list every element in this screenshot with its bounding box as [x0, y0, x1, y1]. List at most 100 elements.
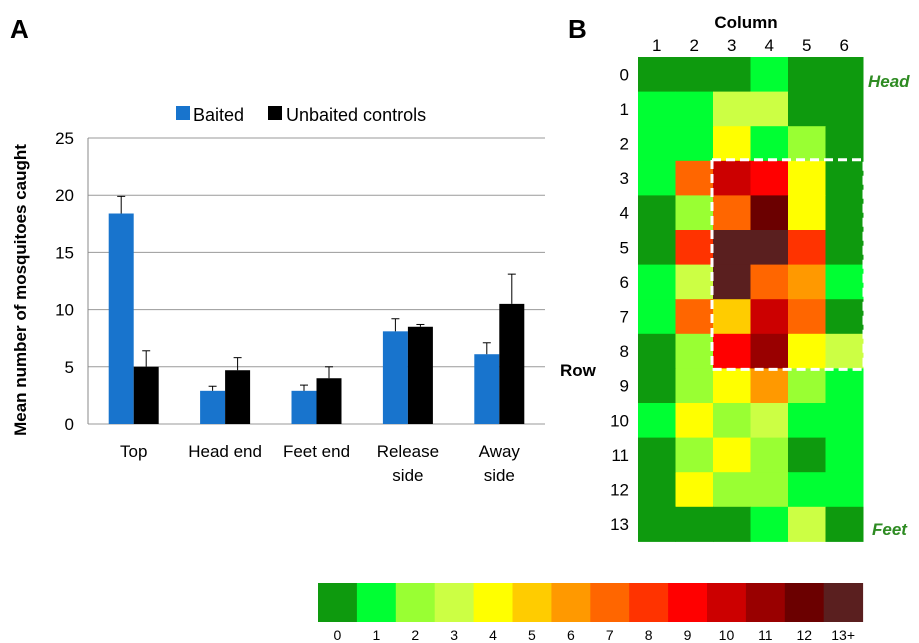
scale-swatch — [745, 583, 786, 622]
heatmap-cell — [675, 506, 714, 542]
heatmap-cell — [675, 403, 714, 439]
heatmap-cell — [675, 264, 714, 300]
scale-swatch — [629, 583, 669, 622]
heatmap-cell — [788, 160, 826, 196]
scale-label: 3 — [450, 627, 458, 643]
gridlines — [88, 137, 545, 425]
legend-swatch-unbaited — [268, 106, 282, 120]
heatmap-cell — [713, 230, 751, 266]
heatmap-cell — [638, 126, 676, 162]
scale-swatch — [707, 583, 747, 622]
row-label: 6 — [620, 273, 629, 292]
heatmap-cell — [713, 195, 751, 231]
heatmap-cell — [713, 472, 751, 508]
heatmap-cell — [675, 91, 714, 127]
scale-label: 0 — [334, 627, 342, 643]
bar-baited — [474, 354, 500, 424]
heatmap-cell — [750, 160, 789, 196]
scale-swatch — [318, 583, 358, 622]
heatmap-cell — [750, 299, 789, 335]
category-label: Top — [120, 442, 147, 461]
heatmap-cell — [638, 368, 676, 404]
heatmap-cell — [750, 506, 789, 542]
bar-unbaited — [316, 378, 342, 424]
scale-label: 10 — [719, 627, 735, 643]
y-tick-label: 0 — [65, 415, 74, 434]
heatmap-cell — [825, 91, 864, 127]
scale-label: 2 — [411, 627, 419, 643]
heatmap-cell — [825, 230, 864, 266]
heatmap-cell — [825, 57, 864, 93]
scale-swatch — [473, 583, 513, 622]
legend: Baited Unbaited controls — [176, 105, 426, 125]
heatmap-cell — [825, 160, 864, 196]
heatmap-cell — [750, 368, 789, 404]
row-label: 11 — [611, 446, 629, 465]
category-labels: Top Head end Feet end Release side Away side — [120, 442, 520, 485]
scale-label: 11 — [758, 627, 773, 643]
heatmap-cell — [825, 506, 864, 542]
scale-swatch — [668, 583, 708, 622]
heatmap-cell — [713, 437, 751, 473]
category-label: Away — [479, 442, 521, 461]
feet-label: Feet — [872, 520, 908, 539]
column-axis-title: Column — [714, 13, 777, 32]
scale-swatch — [356, 583, 397, 622]
panel-a-letter: A — [10, 14, 29, 44]
scale-label: 7 — [606, 627, 614, 643]
heatmap-cell — [675, 333, 714, 369]
heatmap-cell — [788, 299, 826, 335]
heatmap-cell — [750, 472, 789, 508]
heatmap-cell — [638, 506, 676, 542]
heatmap-cell — [825, 264, 864, 300]
heatmap-cell — [638, 437, 676, 473]
heatmap-cell — [788, 403, 826, 439]
heatmap-cell — [750, 437, 789, 473]
bar-unbaited — [133, 366, 159, 424]
y-tick-label: 20 — [55, 186, 74, 205]
heatmap-cell — [713, 368, 751, 404]
category-label: Feet end — [283, 442, 350, 461]
heatmap-cell — [750, 230, 789, 266]
y-tick-labels: 0 5 10 15 20 25 — [55, 129, 74, 434]
bar-unbaited — [499, 303, 525, 424]
color-scale: 0 1 2 3 4 5 6 7 8 9 10 11 12 13+ — [318, 583, 864, 643]
category-label: side — [392, 466, 423, 485]
row-label: 3 — [620, 169, 629, 188]
column-labels: 1 2 3 4 5 6 — [652, 36, 849, 55]
bar-baited — [108, 213, 134, 424]
heatmap-cells — [638, 57, 864, 542]
heatmap-cell — [788, 368, 826, 404]
y-tick-label: 10 — [55, 301, 74, 320]
column-label: 3 — [727, 36, 736, 55]
row-label: 0 — [620, 65, 629, 84]
head-label: Head — [868, 72, 910, 91]
heatmap-cell — [638, 195, 676, 231]
heatmap-cell — [638, 299, 676, 335]
scale-label: 5 — [528, 627, 536, 643]
heatmap-cell — [713, 91, 751, 127]
bar-unbaited — [225, 370, 251, 424]
heatmap-cell — [675, 472, 714, 508]
scale-swatch — [551, 583, 591, 622]
heatmap-cell — [638, 91, 676, 127]
row-label: 5 — [620, 238, 629, 257]
heatmap-cell — [675, 437, 714, 473]
heatmap-cell — [638, 160, 676, 196]
category-label: Release — [377, 442, 439, 461]
bar-baited — [291, 390, 317, 424]
heatmap-cell — [825, 299, 864, 335]
scale-label: 6 — [567, 627, 575, 643]
heatmap-cell — [825, 333, 864, 369]
scale-swatch — [823, 583, 864, 622]
heatmap-cell — [788, 333, 826, 369]
y-axis-title: Mean number of mosquitoes caught — [11, 144, 30, 436]
heatmap-cell — [788, 472, 826, 508]
column-label: 4 — [765, 36, 774, 55]
column-label: 1 — [652, 36, 661, 55]
row-label: 10 — [610, 411, 629, 430]
scale-swatch — [395, 583, 436, 622]
row-label: 9 — [620, 377, 629, 396]
heatmap-cell — [788, 264, 826, 300]
heatmap-cell — [675, 299, 714, 335]
